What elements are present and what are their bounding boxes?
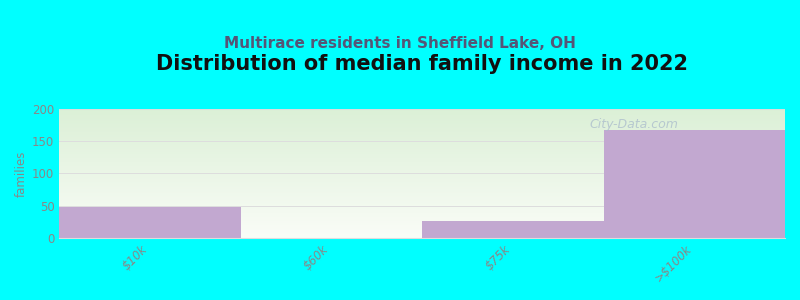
Title: Distribution of median family income in 2022: Distribution of median family income in … — [156, 54, 688, 74]
Y-axis label: families: families — [15, 150, 28, 197]
Bar — [59, 207, 241, 238]
Bar — [422, 220, 603, 238]
Text: Multirace residents in Sheffield Lake, OH: Multirace residents in Sheffield Lake, O… — [224, 36, 576, 51]
Text: City-Data.com: City-Data.com — [589, 118, 678, 131]
Bar — [603, 130, 785, 238]
